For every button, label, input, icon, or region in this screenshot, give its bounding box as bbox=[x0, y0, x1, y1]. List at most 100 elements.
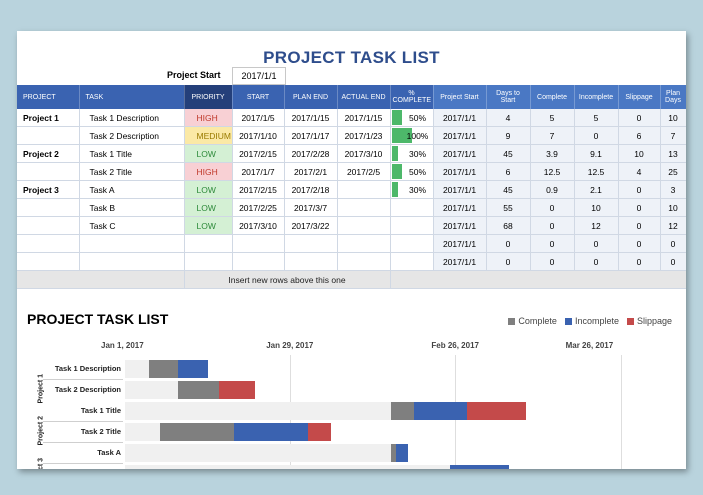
priority-cell[interactable]: MEDIUM bbox=[184, 126, 233, 145]
percent-complete-text: 50% bbox=[408, 166, 426, 177]
column-header: PLAN END bbox=[284, 85, 338, 109]
percent-complete-bar bbox=[391, 128, 412, 143]
priority-cell[interactable]: LOW bbox=[184, 198, 233, 217]
plan-days-cell: 12 bbox=[660, 216, 686, 235]
chart-title: PROJECT TASK LIST bbox=[27, 311, 169, 327]
percent-complete-text: 30% bbox=[408, 184, 426, 195]
task-cell[interactable] bbox=[79, 234, 185, 253]
plan-days-cell: 0 bbox=[660, 234, 686, 253]
plan-end-cell[interactable] bbox=[284, 252, 338, 271]
gridline bbox=[620, 355, 622, 469]
days-to-start-cell: 55 bbox=[486, 198, 531, 217]
start-cell[interactable] bbox=[232, 252, 285, 271]
actual-end-cell[interactable] bbox=[337, 198, 391, 217]
actual-end-cell[interactable]: 2017/1/15 bbox=[337, 109, 391, 127]
legend-item: Complete bbox=[508, 316, 557, 326]
start-cell[interactable]: 2017/2/15 bbox=[232, 144, 285, 163]
plan-end-cell[interactable]: 2017/3/7 bbox=[284, 198, 338, 217]
legend-swatch bbox=[564, 318, 572, 325]
project-cell[interactable] bbox=[17, 198, 80, 217]
task-cell[interactable]: Task 1 Description bbox=[79, 109, 185, 127]
percent-complete-text bbox=[406, 221, 418, 231]
actual-end-cell[interactable]: 2017/3/10 bbox=[337, 144, 391, 163]
percent-complete-cell[interactable]: 50% bbox=[390, 162, 434, 181]
column-header: Slippage bbox=[618, 85, 661, 109]
actual-end-cell[interactable] bbox=[337, 234, 391, 253]
start-cell[interactable]: 2017/1/5 bbox=[232, 109, 285, 127]
column-header: TASK bbox=[79, 85, 185, 109]
plan-end-cell[interactable]: 2017/1/15 bbox=[284, 109, 338, 127]
project-cell[interactable] bbox=[17, 126, 80, 145]
percent-complete-cell[interactable] bbox=[390, 252, 434, 271]
plan-days-cell: 25 bbox=[660, 162, 686, 181]
actual-end-cell[interactable]: 2017/2/5 bbox=[337, 162, 391, 181]
priority-cell[interactable] bbox=[184, 234, 233, 253]
task-cell[interactable] bbox=[79, 252, 185, 271]
plan-end-cell[interactable]: 2017/1/17 bbox=[284, 126, 338, 145]
project-cell[interactable]: Project 1 bbox=[17, 109, 80, 127]
plan-end-cell[interactable]: 2017/2/18 bbox=[284, 180, 338, 199]
start-cell[interactable]: 2017/2/15 bbox=[232, 180, 285, 199]
start-cell[interactable]: 2017/1/10 bbox=[232, 126, 285, 145]
insert-row-blank bbox=[390, 270, 686, 289]
table-row: 2017/1/1 0 0 0 0 0 bbox=[17, 234, 686, 253]
slippage-cell: 0 bbox=[618, 216, 661, 235]
project-start-cell: 2017/1/1 bbox=[433, 109, 487, 127]
days-to-start-cell: 9 bbox=[486, 126, 531, 145]
days-to-start-cell: 0 bbox=[486, 234, 531, 253]
complete-cell: 7 bbox=[530, 126, 575, 145]
start-cell[interactable] bbox=[232, 234, 285, 253]
project-start-input[interactable]: 2017/1/1 bbox=[232, 67, 286, 85]
plan-days-cell: 3 bbox=[660, 180, 686, 199]
task-cell[interactable]: Task B bbox=[79, 198, 185, 217]
priority-cell[interactable]: HIGH bbox=[184, 109, 233, 127]
start-cell[interactable]: 2017/3/10 bbox=[232, 216, 285, 235]
project-start-cell: 2017/1/1 bbox=[433, 252, 487, 271]
project-cell[interactable] bbox=[17, 216, 80, 235]
percent-complete-cell[interactable]: 30% bbox=[390, 144, 434, 163]
project-cell[interactable]: Project 2 bbox=[17, 144, 80, 163]
column-header: START bbox=[232, 85, 285, 109]
priority-cell[interactable]: HIGH bbox=[184, 162, 233, 181]
spreadsheet-sheet: PROJECT TASK LIST Project Start 2017/1/1… bbox=[17, 31, 686, 469]
actual-end-cell[interactable] bbox=[337, 216, 391, 235]
percent-complete-cell[interactable] bbox=[390, 234, 434, 253]
percent-complete-cell[interactable] bbox=[390, 198, 434, 217]
task-cell[interactable]: Task 2 Title bbox=[79, 162, 185, 181]
start-cell[interactable]: 2017/2/25 bbox=[232, 198, 285, 217]
table-row: Project 1 Task 1 Description HIGH 2017/1/5 2… bbox=[17, 109, 686, 127]
percent-complete-cell[interactable] bbox=[390, 216, 434, 235]
incomplete-cell: 12.5 bbox=[574, 162, 619, 181]
plan-end-cell[interactable]: 2017/2/28 bbox=[284, 144, 338, 163]
task-cell[interactable]: Task 2 Description bbox=[79, 126, 185, 145]
project-cell[interactable] bbox=[17, 162, 80, 181]
start-cell[interactable]: 2017/1/7 bbox=[232, 162, 285, 181]
task-cell[interactable]: Task C bbox=[79, 216, 185, 235]
date-axis-label: Jan 1, 2017 bbox=[101, 341, 144, 350]
percent-complete-cell[interactable]: 50% bbox=[390, 109, 434, 127]
project-cell[interactable] bbox=[17, 252, 80, 271]
column-header: PROJECT bbox=[17, 85, 80, 109]
date-axis-label: Mar 26, 2017 bbox=[565, 341, 614, 350]
project-cell[interactable] bbox=[17, 234, 80, 253]
percent-complete-cell[interactable]: 30% bbox=[390, 180, 434, 199]
actual-end-cell[interactable]: 2017/1/23 bbox=[337, 126, 391, 145]
task-cell[interactable]: Task 1 Title bbox=[79, 144, 185, 163]
complete-cell: 0 bbox=[530, 234, 575, 253]
priority-cell[interactable] bbox=[184, 252, 233, 271]
priority-cell[interactable]: LOW bbox=[184, 180, 233, 199]
actual-end-cell[interactable] bbox=[337, 180, 391, 199]
task-cell[interactable]: Task A bbox=[79, 180, 185, 199]
plan-end-cell[interactable] bbox=[284, 234, 338, 253]
complete-cell: 0 bbox=[530, 198, 575, 217]
project-cell[interactable]: Project 3 bbox=[17, 180, 80, 199]
percent-complete-text bbox=[406, 239, 418, 249]
priority-cell[interactable]: LOW bbox=[184, 144, 233, 163]
percent-complete-cell[interactable]: 100% bbox=[390, 126, 434, 145]
percent-complete-text: 30% bbox=[408, 148, 426, 159]
plan-end-cell[interactable]: 2017/3/22 bbox=[284, 216, 338, 235]
plan-end-cell[interactable]: 2017/2/1 bbox=[284, 162, 338, 181]
actual-end-cell[interactable] bbox=[337, 252, 391, 271]
insert-row: Insert new rows above this one bbox=[17, 270, 686, 289]
priority-cell[interactable]: LOW bbox=[184, 216, 233, 235]
